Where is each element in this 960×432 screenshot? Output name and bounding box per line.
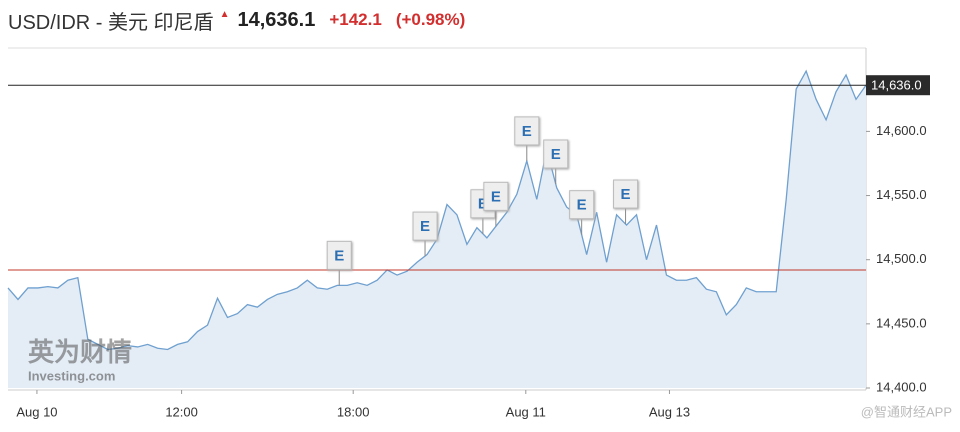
event-flag: [569, 190, 595, 220]
change: +142.1: [329, 10, 382, 29]
x-tick-label: Aug 13: [649, 404, 690, 419]
price: 14,636.1: [237, 8, 316, 31]
title: USD/IDR - 美元 印尼盾: [8, 11, 214, 34]
watermark: 英为财情: [28, 337, 132, 367]
change-pct: (+0.98%): [395, 10, 466, 29]
current-price-label: 14,636.0: [871, 78, 922, 93]
watermark-sub: Investing.com: [28, 368, 115, 383]
event-flag: [543, 139, 569, 169]
y-tick-label: 14,500.0: [876, 251, 927, 266]
x-tick-label: 18:00: [337, 404, 370, 419]
event-flag: [326, 240, 352, 270]
event-label: E: [621, 186, 631, 203]
event-flag: [514, 116, 540, 146]
y-tick-label: 14,600.0: [876, 123, 927, 138]
event-label: E: [551, 146, 561, 163]
event-label: E: [478, 196, 488, 213]
event-label: E: [334, 247, 344, 264]
x-tick-label: Aug 11: [506, 404, 546, 419]
y-tick-label: 14,400.0: [876, 379, 927, 394]
event-flag: [412, 211, 438, 241]
x-tick-label: Aug 10: [16, 404, 57, 419]
alert-icon: ▲: [219, 8, 230, 20]
y-tick-label: 14,450.0: [876, 315, 927, 330]
event-label: E: [522, 123, 532, 140]
current-price-box: [866, 75, 930, 96]
event-label: E: [577, 197, 587, 214]
event-flag: [483, 181, 509, 211]
event-label: E: [491, 188, 501, 205]
y-tick-label: 14,550.0: [876, 187, 927, 202]
source: @智通财经APP: [861, 404, 952, 419]
header: USD/IDR - 美元 印尼盾 ▲ 14,636.1 +142.1 (+0.9…: [8, 6, 465, 34]
event-label: E: [420, 218, 430, 235]
x-tick-label: 12:00: [165, 404, 198, 419]
event-flag: [613, 179, 639, 209]
